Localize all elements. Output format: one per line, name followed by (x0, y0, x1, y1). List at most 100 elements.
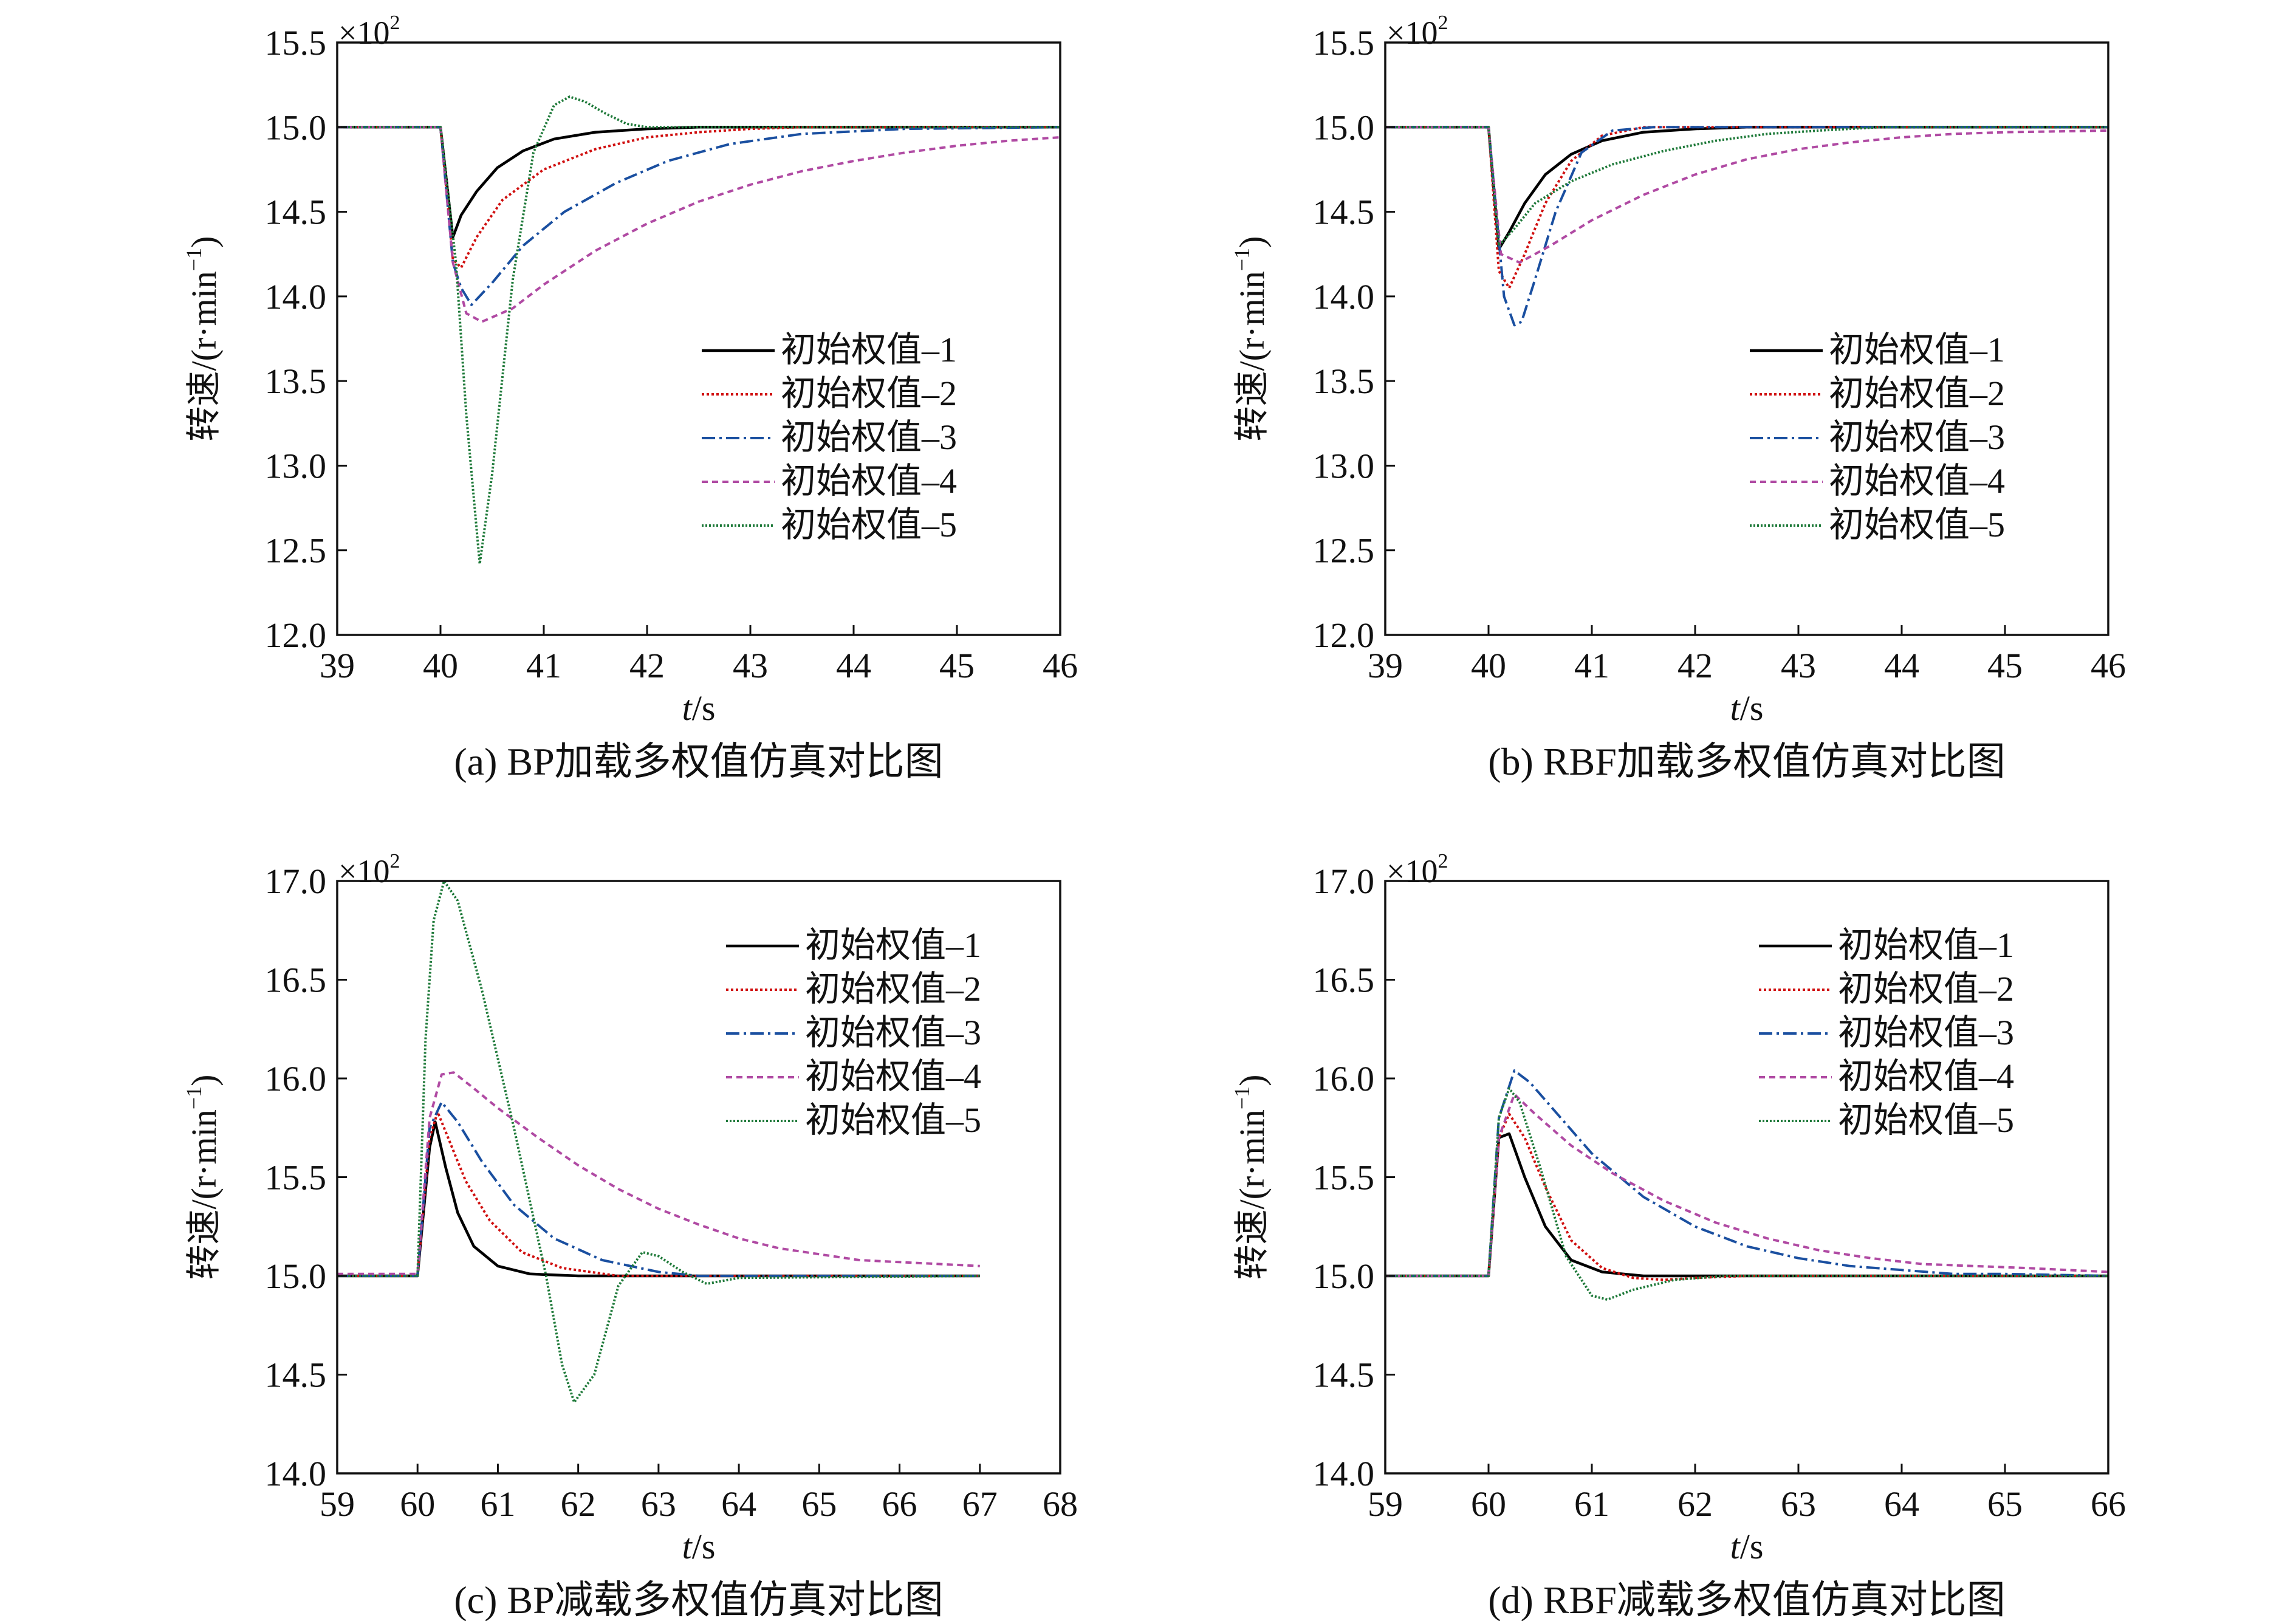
y-tick-label: 13.5 (1313, 362, 1375, 401)
y-tick-label: 12.5 (1313, 531, 1375, 571)
panel-a: 39 40 41 42 43 44 45 46 12.0 12.5 13.0 13.5 14.0 14.5… (182, 12, 1078, 783)
y-tick-label: 14.0 (1313, 1454, 1375, 1493)
series-line-3 (1385, 126, 2108, 327)
y-tick-label: 14.5 (1313, 193, 1375, 232)
y-tick-label: 14.5 (265, 1355, 327, 1395)
series-line-2 (1385, 126, 2108, 289)
y-tick-label: 12.0 (265, 615, 327, 655)
x-axis-label-var: t (1730, 1527, 1741, 1566)
panel-b: 39 40 41 42 43 44 45 46 12.0 12.5 13.0 13.5 14.0 14.5… (1230, 12, 2126, 783)
x-tick-label: 65 (1987, 1484, 2023, 1524)
x-tick-label: 66 (882, 1484, 917, 1524)
series-line-4 (1385, 1093, 2109, 1277)
x-tick-label: 45 (1987, 646, 2023, 685)
y-tick-label: 17.0 (1313, 862, 1375, 901)
x-tick-label: 62 (1677, 1484, 1713, 1524)
y-tick-label: 16.5 (1313, 961, 1375, 1000)
legend-label: 初始权值–1 (805, 925, 981, 965)
axis-multiplier-base: ×10 (338, 15, 389, 51)
x-tick-label: 65 (801, 1484, 837, 1524)
x-tick-label: 67 (962, 1484, 998, 1524)
legend-label: 初始权值–1 (1829, 330, 2005, 369)
y-tick-label: 15.5 (1313, 1158, 1375, 1198)
x-tick-label: 44 (1884, 646, 1919, 685)
axis-multiplier: ×102 (1386, 12, 1448, 51)
legend-label: 初始权值–1 (781, 330, 957, 369)
y-axis-label-sup: −1 (182, 1086, 206, 1109)
y-tick-label: 15.0 (1313, 108, 1375, 147)
x-tick-label: 64 (721, 1484, 756, 1524)
x-tick-label: 61 (1574, 1484, 1609, 1524)
y-tick-label: 14.5 (1313, 1355, 1375, 1395)
x-tick-label: 66 (2091, 1484, 2126, 1524)
axis-multiplier: ×102 (1386, 850, 1448, 889)
series-line-5 (1385, 1087, 2108, 1301)
legend-label: 初始权值–1 (1838, 925, 2014, 965)
y-axis-label: 转速/(r·min−1) (1230, 1075, 1272, 1280)
x-axis-label-var: t (682, 688, 693, 728)
panel-caption: (b) RBF加载多权值仿真对比图 (1488, 740, 2006, 783)
series-line-4 (337, 126, 1061, 323)
axis-multiplier: ×102 (338, 12, 400, 51)
panel-caption: (c) BP减载多权值仿真对比图 (454, 1578, 943, 1621)
y-tick-label: 14.0 (265, 1454, 327, 1493)
plot-frame (336, 41, 1061, 636)
x-axis-label-unit: /s (692, 1527, 716, 1566)
x-tick-label: 43 (733, 646, 768, 685)
axis-multiplier-exp: 2 (389, 12, 400, 34)
y-axis-label-main: 转速/(r·min (1232, 1109, 1272, 1280)
x-tick-label: 42 (629, 646, 665, 685)
series-line-3 (1385, 1069, 2109, 1277)
y-axis-label-close: ) (1232, 236, 1272, 248)
legend-label: 初始权值–3 (1829, 417, 2005, 457)
panel-caption: (d) RBF减载多权值仿真对比图 (1488, 1578, 2006, 1621)
y-tick-label: 12.0 (1313, 615, 1375, 655)
x-tick-label: 59 (320, 1484, 355, 1524)
axis-multiplier-base: ×10 (1386, 15, 1438, 51)
legend-label: 初始权值–5 (805, 1100, 981, 1140)
y-axis-label-main: 转速/(r·min (184, 271, 224, 441)
x-tick-label: 62 (561, 1484, 596, 1524)
x-tick-label: 59 (1368, 1484, 1403, 1524)
y-axis-label-close: ) (184, 1075, 224, 1086)
legend-label: 初始权值–4 (805, 1057, 981, 1096)
axis-multiplier: ×102 (338, 850, 400, 889)
x-tick-label: 63 (641, 1484, 676, 1524)
series-line-5 (1385, 126, 2108, 247)
y-tick-label: 15.5 (265, 23, 327, 63)
y-tick-label: 15.0 (1313, 1256, 1375, 1296)
legend-label: 初始权值–2 (1829, 374, 2005, 413)
panel-d: 59 60 61 62 63 64 65 66 14.0 14.5 15.0 15.5 16.0 16.5… (1230, 850, 2126, 1621)
y-tick-label: 13.5 (265, 362, 327, 401)
x-tick-label: 46 (2091, 646, 2126, 685)
y-axis-label-sup: −1 (1230, 1086, 1254, 1109)
x-axis-label: t/s (682, 688, 716, 728)
y-tick-label: 12.5 (265, 531, 327, 571)
x-axis-label: t/s (682, 1527, 716, 1566)
y-axis-label-sup: −1 (182, 248, 206, 271)
x-tick-label: 40 (1471, 646, 1506, 685)
axis-multiplier-base: ×10 (338, 853, 389, 889)
plot-frame (1384, 41, 2109, 636)
panel-caption: (a) BP加载多权值仿真对比图 (454, 740, 943, 783)
series-line-1 (337, 126, 1060, 239)
axis-multiplier-exp: 2 (1438, 12, 1448, 34)
y-tick-label: 14.0 (1313, 277, 1375, 317)
x-tick-label: 60 (1471, 1484, 1506, 1524)
series-line-3 (337, 126, 1061, 306)
legend-label: 初始权值–4 (1829, 461, 2005, 501)
y-tick-label: 13.0 (265, 446, 327, 485)
legend-label: 初始权值–3 (805, 1013, 981, 1052)
series-line-4 (337, 1071, 980, 1275)
series-line-2 (337, 126, 1060, 269)
x-tick-label: 61 (480, 1484, 515, 1524)
x-tick-label: 39 (1368, 646, 1403, 685)
x-tick-label: 42 (1677, 646, 1713, 685)
y-axis-label-close: ) (1232, 1075, 1272, 1086)
x-axis-label: t/s (1730, 688, 1764, 728)
axis-multiplier-base: ×10 (1386, 853, 1438, 889)
panel-c: 59 60 61 62 63 64 65 66 67 68 14.0 14.5 15.0 15.5 16.0… (182, 850, 1078, 1621)
y-tick-label: 13.0 (1313, 446, 1375, 485)
series-line-4 (1385, 126, 2109, 264)
x-axis-label-unit: /s (692, 688, 716, 728)
